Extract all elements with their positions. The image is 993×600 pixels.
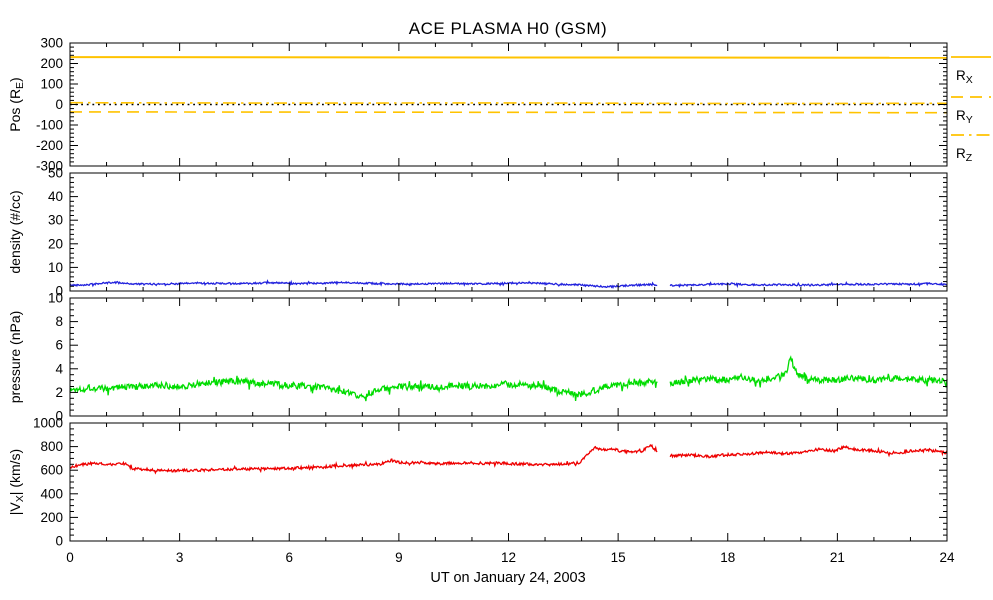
y-tick-label: 20 bbox=[48, 236, 63, 251]
y-tick-label: -200 bbox=[36, 138, 63, 153]
trace-R_X bbox=[69, 56, 948, 59]
y-tick-label: 10 bbox=[48, 260, 63, 275]
panel-frame bbox=[69, 172, 948, 292]
x-axis-label: UT on January 24, 2003 bbox=[430, 570, 585, 586]
y-tick-label: 200 bbox=[40, 510, 63, 525]
panel-density: 0 10 20 30 40 50 density (#/cc) bbox=[7, 166, 948, 299]
y-axis-label-vx: |VX| (km/s) bbox=[7, 449, 26, 515]
trace-R_Z bbox=[69, 101, 948, 105]
y-tick-label: 0 bbox=[55, 97, 63, 112]
y-tick-label: 0 bbox=[55, 534, 63, 549]
y-tick-label: 4 bbox=[55, 361, 63, 376]
x-tick-label: 3 bbox=[176, 550, 184, 565]
x-tick-label: 0 bbox=[66, 550, 74, 565]
y-tick-label: 0 bbox=[55, 409, 63, 424]
y-tick-label: 1000 bbox=[33, 416, 63, 431]
y-tick-label: 50 bbox=[48, 166, 63, 181]
trace-vx bbox=[69, 443, 948, 475]
y-tick-label: -100 bbox=[36, 118, 63, 133]
y-tick-label: 200 bbox=[40, 56, 63, 71]
legend-label-y: RY bbox=[956, 108, 973, 126]
panel-vx: 0 200 400 600 800 1000 |VX| (km/s) 0 3 6 9 12 15 18 21… bbox=[7, 416, 955, 566]
panel-pos: -300 -200 -100 0 100 200 300 Pos (RE) bbox=[7, 36, 948, 174]
y-axis-label-pos: Pos (RE) bbox=[7, 77, 26, 131]
y-tick-label: 0 bbox=[55, 284, 63, 299]
x-tick-label: 6 bbox=[285, 550, 293, 565]
y-tick-label: 800 bbox=[40, 439, 63, 454]
trace-density bbox=[69, 279, 948, 290]
y-tick-label: 2 bbox=[55, 385, 63, 400]
legend: RX RY RZ bbox=[951, 56, 991, 164]
y-tick-label: 400 bbox=[40, 486, 63, 501]
x-tick-label: 9 bbox=[395, 550, 403, 565]
panel-frame bbox=[69, 422, 948, 542]
y-tick-label: 10 bbox=[48, 291, 63, 306]
x-tick-label: 12 bbox=[501, 550, 516, 565]
y-tick-label: 100 bbox=[40, 77, 63, 92]
x-tick-label: 18 bbox=[720, 550, 735, 565]
y-tick-label: 30 bbox=[48, 213, 63, 228]
chart-title: ACE PLASMA H0 (GSM) bbox=[409, 19, 607, 38]
y-tick-label: 600 bbox=[40, 463, 63, 478]
x-tick-label: 15 bbox=[611, 550, 626, 565]
trace-R_Y bbox=[69, 111, 948, 114]
trace-pressure bbox=[69, 355, 948, 402]
y-axis-label-pressure: pressure (nPa) bbox=[7, 311, 23, 404]
legend-label-z: RZ bbox=[956, 146, 973, 164]
y-axis-label-density: density (#/cc) bbox=[7, 190, 23, 273]
legend-label-x: RX bbox=[956, 68, 973, 86]
y-tick-label: 40 bbox=[48, 189, 63, 204]
x-tick-label: 21 bbox=[830, 550, 845, 565]
y-tick-label: 6 bbox=[55, 338, 63, 353]
y-tick-label: 8 bbox=[55, 314, 63, 329]
y-tick-label: -300 bbox=[36, 159, 63, 174]
panel-pressure: 0 2 4 6 8 10 pressure (nPa) bbox=[7, 291, 948, 424]
y-tick-label: 300 bbox=[40, 36, 63, 51]
panel-frame bbox=[69, 297, 948, 417]
x-tick-label: 24 bbox=[939, 550, 955, 565]
